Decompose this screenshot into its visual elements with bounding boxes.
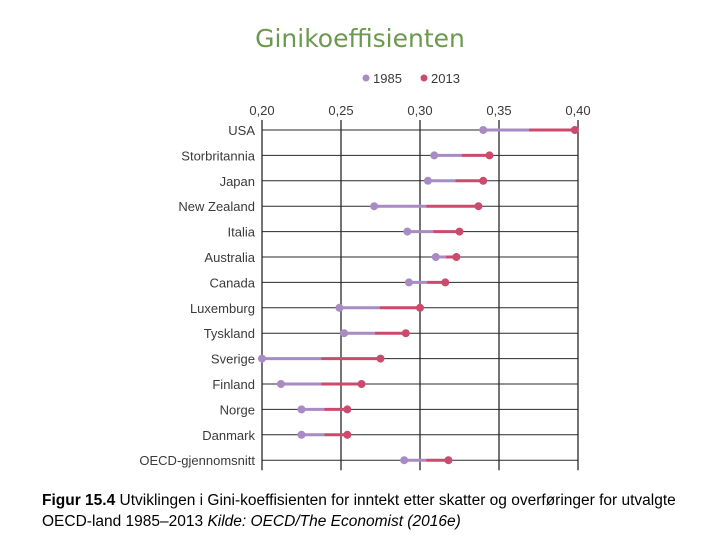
legend: 1985 2013 (362, 71, 460, 86)
category-label: OECD-gjennomsnitt (139, 453, 255, 468)
point-1985 (258, 354, 266, 363)
figure-caption: Figur 15.4 Utviklingen i Gini-koeffisien… (42, 490, 702, 532)
point-2013 (444, 456, 453, 465)
point-2013 (441, 278, 450, 287)
point-2013 (485, 151, 494, 160)
point-2013 (401, 329, 410, 338)
x-tick-label: 0,25 (328, 103, 353, 118)
point-2013 (479, 176, 488, 185)
legend-marker-1985 (362, 74, 370, 82)
legend-label-1985: 1985 (373, 71, 402, 86)
point-2013 (452, 253, 461, 261)
category-label: New Zealand (178, 199, 255, 214)
point-1985 (297, 430, 306, 439)
x-tick-label: 0,20 (249, 103, 274, 118)
caption-source: Kilde: OECD/The Economist (2016e) (207, 513, 461, 530)
grid (261, 120, 579, 471)
category-label: Tyskland (204, 326, 255, 341)
point-2013 (455, 227, 464, 236)
category-label: Australia (204, 250, 255, 265)
point-2013 (474, 202, 483, 211)
point-1985 (404, 278, 413, 287)
category-label: Italia (228, 225, 256, 240)
category-label: Canada (209, 275, 255, 290)
point-1985 (431, 253, 440, 261)
x-axis-ticks: 0,20 0,25 0,30 0,35 0,40 (249, 103, 590, 118)
point-1985 (400, 456, 409, 465)
point-1985 (479, 126, 488, 134)
point-1985 (403, 227, 412, 236)
point-2013 (357, 380, 366, 388)
category-label: Finland (212, 377, 255, 392)
x-tick-label: 0,40 (565, 103, 590, 118)
point-1985 (340, 329, 349, 338)
point-2013 (343, 430, 352, 439)
point-1985 (297, 405, 306, 414)
point-2013 (376, 354, 385, 363)
caption-text: Utviklingen i Gini-koeffisienten for inn… (42, 492, 676, 530)
category-label: Sverige (211, 352, 255, 367)
x-tick-label: 0,35 (486, 103, 511, 118)
point-2013 (570, 126, 579, 134)
point-1985 (423, 176, 432, 185)
category-label: Storbritannia (181, 148, 255, 163)
legend-marker-2013 (420, 74, 428, 82)
point-1985 (370, 202, 379, 211)
chart-title: Ginikoeffisienten (255, 24, 465, 53)
category-label: Luxemburg (190, 301, 255, 316)
category-label: Norge (220, 402, 255, 417)
point-2013 (343, 405, 352, 414)
point-1985 (276, 380, 285, 388)
point-1985 (430, 151, 439, 160)
rows: USA Storbritannia Japan New Zealand Italia Au… (139, 123, 579, 468)
category-label: Japan (220, 174, 255, 189)
category-label: Danmark (202, 428, 255, 443)
caption-label: Figur 15.4 (42, 492, 116, 509)
point-2013 (416, 303, 424, 312)
x-tick-label: 0,30 (407, 103, 432, 118)
category-label: USA (228, 123, 255, 138)
point-1985 (335, 303, 344, 312)
legend-label-2013: 2013 (431, 71, 460, 86)
